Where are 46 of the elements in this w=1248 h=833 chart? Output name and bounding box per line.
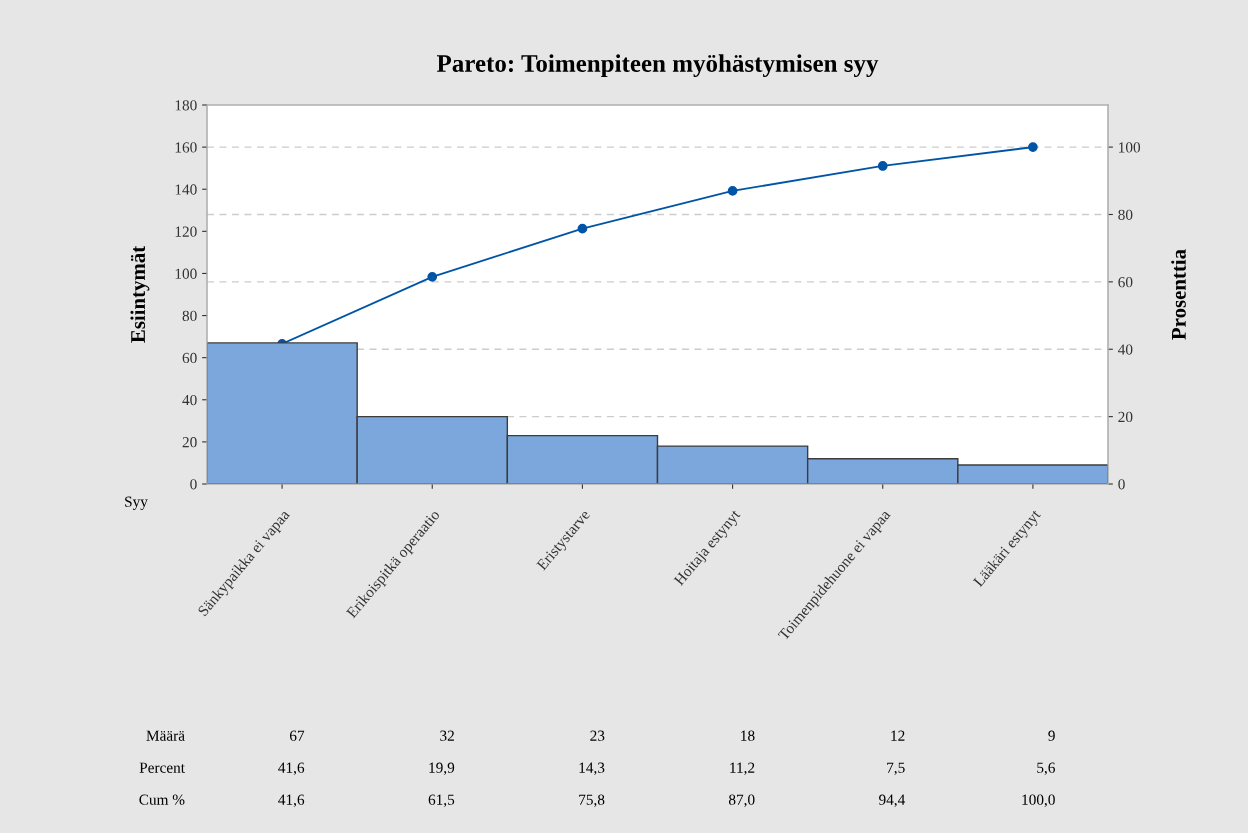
data-label: 32 bbox=[440, 730, 454, 741]
y2-tick-label: 40 bbox=[1118, 344, 1133, 355]
text: Määrä bbox=[146, 730, 185, 741]
y-tick-label: 60 bbox=[182, 352, 197, 364]
point bbox=[1028, 142, 1038, 152]
y-tick-label: 40 bbox=[182, 394, 197, 406]
y2-tick-label: 0 bbox=[1118, 479, 1125, 490]
data-label: 61,5 bbox=[428, 794, 455, 808]
y2-tick-label: 100 bbox=[1119, 142, 1141, 153]
point bbox=[577, 223, 588, 234]
y-tick-label: 120 bbox=[175, 226, 197, 237]
y-tick-label: 0 bbox=[190, 479, 197, 490]
data-label: 23 bbox=[590, 730, 605, 741]
x-axis-title: Syy bbox=[125, 496, 148, 510]
data-label: 100,0 bbox=[1022, 794, 1055, 808]
y-tick-label: 160 bbox=[175, 142, 197, 153]
data-label: 87,0 bbox=[728, 794, 755, 808]
data-label: 41,6 bbox=[278, 794, 305, 808]
point bbox=[877, 161, 888, 171]
data-label: 12 bbox=[891, 730, 905, 741]
data-label: 94,4 bbox=[879, 794, 906, 808]
point bbox=[427, 271, 438, 282]
text: 14,3 bbox=[579, 762, 605, 776]
y-axis-title: Esiintymät bbox=[130, 245, 150, 343]
data-label: 75,8 bbox=[579, 794, 605, 808]
chart-title: Pareto: Toimenpiteen myöhästymisen syy bbox=[436, 54, 879, 78]
data-label: 18 bbox=[741, 730, 755, 741]
y2-tick-label: 80 bbox=[1118, 209, 1133, 220]
text: 5,6 bbox=[1037, 762, 1055, 776]
y2-tick-label: 60 bbox=[1118, 277, 1133, 288]
text: 19,9 bbox=[429, 762, 455, 776]
data-label: 9 bbox=[1048, 730, 1055, 741]
text: Percent bbox=[139, 762, 185, 773]
text: Cum % bbox=[139, 794, 185, 805]
y-tick-label: 100 bbox=[175, 268, 197, 279]
y-tick-label: 140 bbox=[175, 184, 197, 195]
text: 7,5 bbox=[887, 762, 905, 776]
y-tick-label: 20 bbox=[182, 437, 197, 448]
y-tick-label: 180 bbox=[175, 100, 197, 111]
text: 11,2 bbox=[730, 762, 755, 776]
y2-axis-title: Prosenttia bbox=[1171, 249, 1186, 340]
y-tick-label: 80 bbox=[182, 310, 197, 322]
text: 41,6 bbox=[278, 762, 305, 776]
y2-tick-label: 20 bbox=[1118, 411, 1133, 423]
data-label: 67 bbox=[289, 730, 305, 741]
point bbox=[727, 186, 738, 196]
